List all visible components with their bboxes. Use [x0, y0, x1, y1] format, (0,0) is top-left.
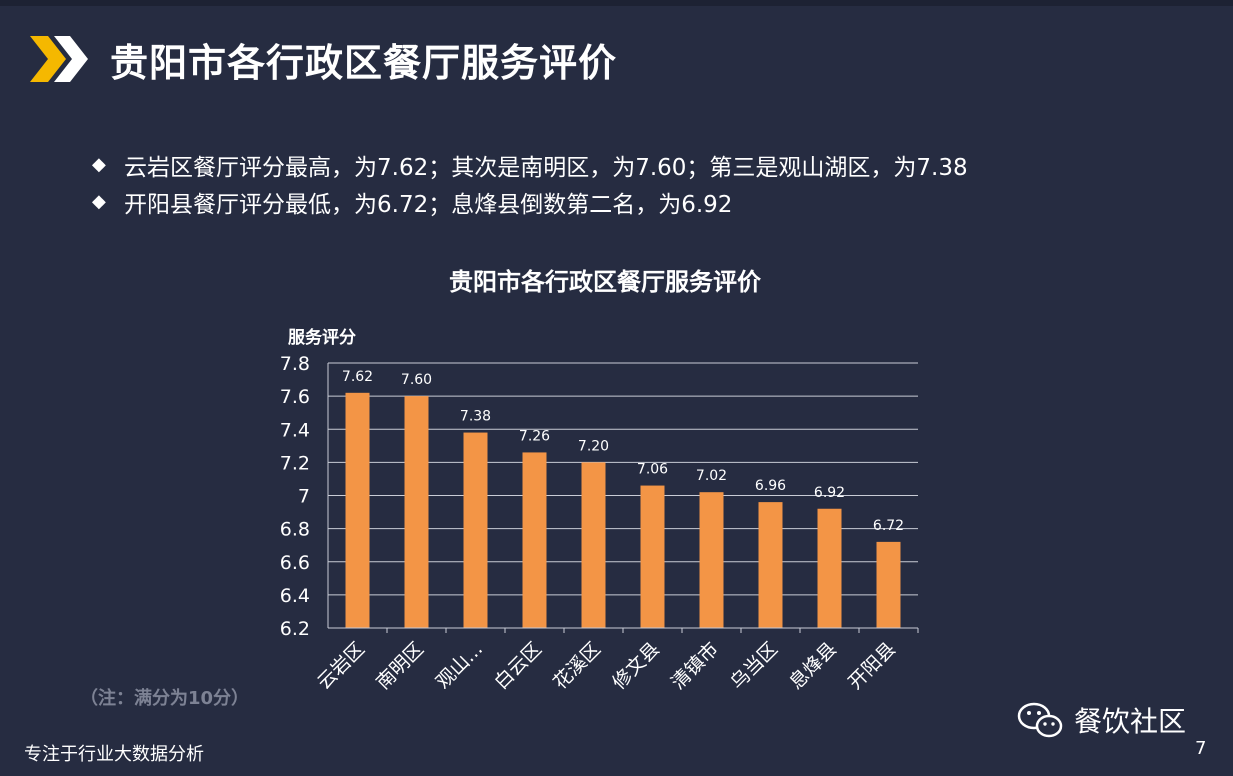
x-tick-label: 息烽县 [785, 638, 841, 694]
chevron-arrows-icon [30, 36, 88, 82]
bar-7 [699, 492, 724, 628]
y-tick-label: 6.4 [280, 585, 310, 607]
y-tick-label: 7.6 [280, 386, 310, 408]
bar-4 [522, 452, 547, 628]
bar-6 [640, 485, 665, 628]
footer-tagline: 专注于行业大数据分析 [24, 744, 204, 765]
chart-title: 贵阳市各行政区餐厅服务评价 [449, 268, 761, 296]
bar-8 [758, 502, 783, 628]
data-label: 7.38 [460, 409, 491, 425]
data-label: 7.26 [519, 428, 550, 444]
data-label: 7.06 [637, 462, 668, 478]
diamond-bullet-icon: ◆ [92, 154, 106, 175]
summary-bullet-1: ◆ 云岩区餐厅评分最高，为7.62；其次是南明区，为7.60；第三是观山湖区，为… [92, 146, 968, 183]
data-label: 7.02 [696, 468, 727, 484]
footnote: （注：满分为10分） [80, 688, 250, 709]
x-tick-label: 开阳县 [844, 638, 900, 694]
bar-2 [404, 396, 429, 628]
bar-9 [817, 508, 842, 628]
y-tick-label: 7 [298, 486, 310, 508]
y-tick-label: 6.6 [280, 552, 310, 574]
y-tick-label: 6.8 [280, 519, 310, 541]
data-label: 6.92 [814, 485, 845, 501]
x-tick-label: 南明区 [372, 638, 428, 694]
bar-5 [581, 462, 606, 628]
wechat-icon [1017, 702, 1063, 738]
summary-bullet-2: ◆ 开阳县餐厅评分最低，为6.72；息烽县倒数第二名，为6.92 [92, 183, 968, 220]
x-tick-label: 清镇市 [667, 638, 723, 694]
top-edge-line [0, 0, 1233, 6]
data-label: 7.20 [578, 438, 609, 454]
y-tick-label: 6.2 [280, 618, 310, 640]
data-label: 7.62 [342, 369, 373, 385]
data-label: 6.72 [873, 518, 904, 534]
diamond-bullet-icon: ◆ [92, 191, 106, 212]
x-tick-label: 乌当区 [726, 638, 782, 694]
data-label: 7.60 [401, 372, 432, 388]
bar-10 [876, 541, 901, 628]
page-number: 7 [1195, 738, 1207, 759]
x-tick-label: 观山... [432, 638, 487, 693]
x-tick-label: 白云区 [490, 638, 546, 694]
y-axis-label: 服务评分 [288, 328, 356, 348]
bar-1 [345, 392, 370, 628]
brand: 餐饮社区 [1016, 700, 1186, 740]
x-tick-label: 修文县 [608, 638, 664, 694]
y-tick-label: 7.2 [280, 452, 310, 474]
y-tick-label: 7.4 [280, 419, 310, 441]
summary-text-1: 云岩区餐厅评分最高，为7.62；其次是南明区，为7.60；第三是观山湖区，为7.… [124, 154, 968, 181]
x-tick-label: 花溪区 [549, 638, 605, 694]
summary-text-2: 开阳县餐厅评分最低，为6.72；息烽县倒数第二名，为6.92 [124, 191, 733, 218]
data-label: 6.96 [755, 478, 786, 494]
page-title: 贵阳市各行政区餐厅服务评价 [110, 41, 618, 85]
x-tick-label: 云岩区 [313, 638, 369, 694]
brand-name: 餐饮社区 [1074, 705, 1187, 738]
bar-3 [463, 432, 488, 628]
summary-bullets: ◆ 云岩区餐厅评分最高，为7.62；其次是南明区，为7.60；第三是观山湖区，为… [92, 146, 968, 220]
y-tick-label: 7.8 [280, 353, 310, 375]
